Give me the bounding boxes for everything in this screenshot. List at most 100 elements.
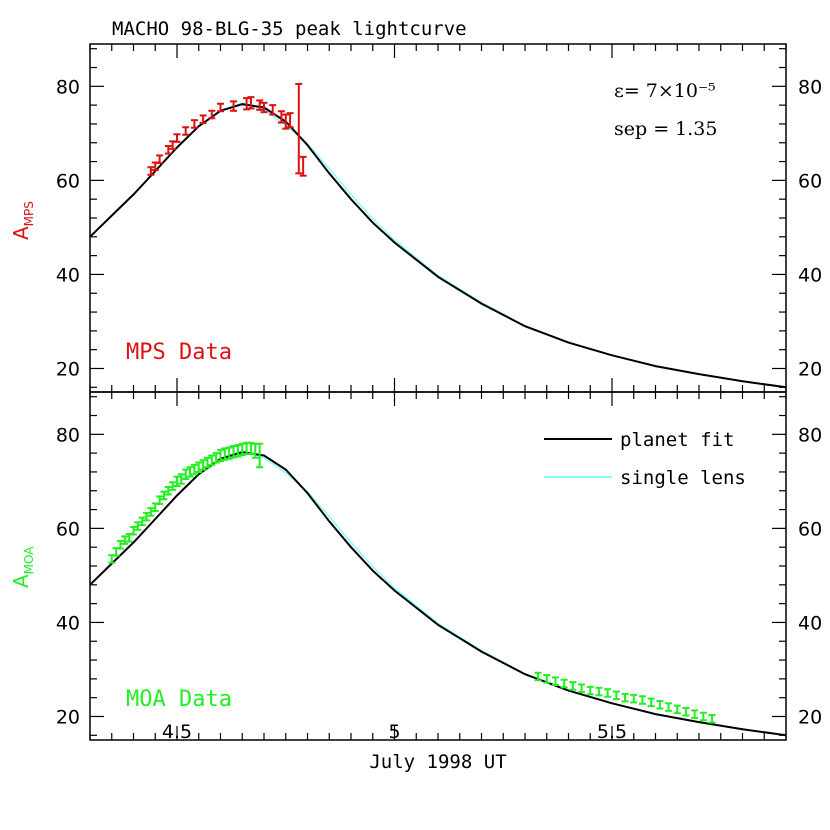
moa-data-point bbox=[604, 688, 612, 698]
moa-data-point bbox=[177, 473, 185, 485]
moa-data-point bbox=[543, 674, 551, 684]
moa-data-point bbox=[199, 459, 207, 471]
moa-data-point bbox=[560, 678, 568, 689]
top-y-axis-label: AMPS bbox=[9, 201, 36, 240]
moa-data-point bbox=[630, 693, 638, 704]
y-tick-label: 20 bbox=[56, 358, 80, 380]
moa-data-point bbox=[699, 711, 707, 722]
y-tick-label-right: 40 bbox=[798, 612, 822, 634]
data-points bbox=[108, 82, 716, 724]
legend-planet-fit-label: planet fit bbox=[620, 429, 734, 451]
moa-data-point bbox=[203, 456, 211, 469]
mps-data-point bbox=[182, 126, 190, 136]
moa-data-point bbox=[164, 485, 172, 496]
y-tick-label: 40 bbox=[56, 612, 80, 634]
moa-data-point bbox=[234, 444, 242, 458]
y-tick-label: 80 bbox=[56, 76, 80, 98]
bottom-y-label-main: A bbox=[9, 574, 33, 588]
bottom-y-label-sub: MOA bbox=[22, 546, 36, 575]
moa-data-point bbox=[169, 481, 177, 491]
moa-data-point bbox=[595, 686, 603, 697]
y-tick-label-right: 60 bbox=[798, 170, 822, 192]
moa-data-point bbox=[578, 683, 586, 694]
moa-data-point bbox=[708, 714, 716, 724]
planet-fit-curve bbox=[89, 103, 787, 389]
moa-data-point bbox=[208, 454, 216, 466]
mps-data-point bbox=[217, 102, 224, 113]
mps-data-point bbox=[295, 82, 303, 175]
moa-data-point bbox=[195, 461, 203, 473]
mps-data-point bbox=[256, 99, 264, 111]
moa-data-point bbox=[225, 446, 233, 460]
mps-panel-label: MPS Data bbox=[126, 340, 232, 365]
legend: planet fit single lens bbox=[544, 429, 746, 489]
bottom-y-axis-label: AMOA bbox=[9, 546, 36, 588]
moa-data-point bbox=[160, 490, 168, 501]
mps-data-point bbox=[208, 109, 216, 120]
mps-data-point bbox=[277, 110, 285, 124]
mps-data-point bbox=[156, 154, 164, 164]
moa-data-point bbox=[665, 702, 673, 712]
axis-tick-labels: 4.5 5 5.5 20 20 40 40 60 60 80 80 20 20 40 40 60 60 80 80 bbox=[56, 76, 822, 743]
moa-data-point bbox=[673, 704, 681, 715]
moa-data-point bbox=[534, 671, 542, 682]
moa-data-point bbox=[138, 516, 146, 527]
y-tick-label: 40 bbox=[56, 264, 80, 286]
y-tick-label-right: 80 bbox=[798, 76, 822, 98]
x-tick-label: 5.5 bbox=[597, 721, 627, 743]
y-tick-label-right: 60 bbox=[798, 518, 822, 540]
moa-data-point bbox=[212, 452, 220, 464]
moa-data-point bbox=[173, 475, 181, 488]
y-tick-label: 60 bbox=[56, 170, 80, 192]
moa-data-point bbox=[186, 466, 194, 478]
mps-data-point bbox=[164, 145, 172, 155]
y-tick-label: 20 bbox=[56, 706, 80, 728]
top-y-label-main: A bbox=[9, 226, 33, 240]
mps-data-point bbox=[173, 133, 181, 143]
mps-data-point bbox=[190, 119, 198, 129]
separation-annotation: sep = 1.35 bbox=[614, 118, 717, 140]
moa-data-point bbox=[147, 507, 155, 517]
mps-data-point bbox=[299, 155, 307, 177]
y-tick-label: 60 bbox=[56, 518, 80, 540]
legend-single-lens-label: single lens bbox=[620, 467, 746, 489]
moa-data-point bbox=[143, 511, 151, 522]
mps-data-point bbox=[147, 166, 155, 176]
moa-data-point bbox=[682, 707, 690, 717]
planet-fit-curve bbox=[89, 451, 787, 737]
y-tick-label-right: 80 bbox=[798, 424, 822, 446]
mps-data-point bbox=[286, 112, 294, 129]
moa-data-point bbox=[156, 495, 164, 505]
moa-panel-label: MOA Data bbox=[126, 687, 232, 712]
x-tick-label: 4.5 bbox=[162, 721, 192, 743]
moa-data-point bbox=[621, 692, 629, 703]
mps-data-point bbox=[199, 114, 207, 125]
moa-data-point bbox=[256, 442, 264, 469]
chart-title: MACHO 98-BLG-35 peak lightcurve bbox=[112, 18, 467, 40]
moa-data-point bbox=[121, 535, 129, 545]
moa-data-point bbox=[134, 521, 142, 531]
moa-data-point bbox=[691, 709, 699, 719]
mps-data-point bbox=[269, 104, 277, 116]
moa-data-point bbox=[551, 676, 559, 686]
moa-data-point bbox=[638, 695, 646, 705]
y-tick-label-right: 40 bbox=[798, 264, 822, 286]
y-tick-label-right: 20 bbox=[798, 358, 822, 380]
x-tick-label: 5 bbox=[388, 721, 400, 743]
moa-data-point bbox=[586, 685, 594, 696]
model-curves bbox=[89, 102, 787, 737]
y-tick-label: 80 bbox=[56, 424, 80, 446]
moa-data-point bbox=[190, 463, 198, 476]
x-axis-label: July 1998 UT bbox=[369, 751, 506, 773]
mps-data-point bbox=[260, 101, 268, 114]
top-y-label-sub: MPS bbox=[22, 201, 36, 226]
moa-data-point bbox=[612, 690, 620, 701]
y-tick-label-right: 20 bbox=[798, 706, 822, 728]
moa-data-point bbox=[656, 699, 664, 710]
moa-data-point bbox=[130, 525, 137, 536]
mps-data-point bbox=[230, 100, 238, 112]
moa-data-point bbox=[217, 448, 224, 463]
moa-data-point bbox=[647, 697, 655, 708]
moa-data-point bbox=[116, 540, 124, 550]
